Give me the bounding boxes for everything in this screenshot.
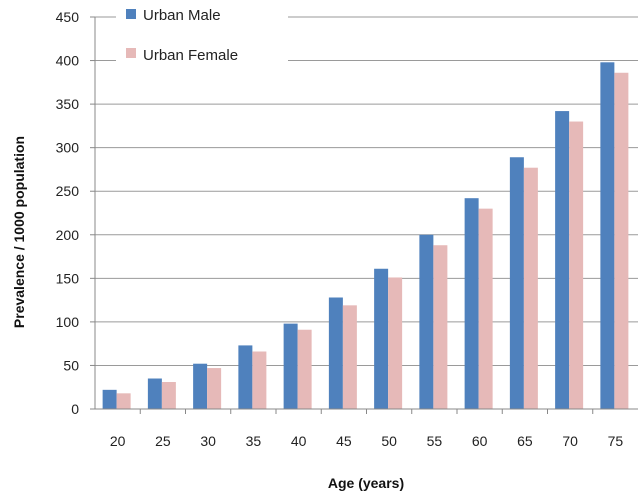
x-tick-label: 40 xyxy=(291,433,307,449)
y-tick-labels: 0 50 100 150 200 250 300 350 400 450 xyxy=(56,9,95,417)
bar-urban-female-45 xyxy=(342,305,357,409)
legend-background xyxy=(116,2,288,67)
legend-swatch-urban-male xyxy=(126,9,136,19)
bar-urban-male-75 xyxy=(600,62,615,409)
x-tick-label: 30 xyxy=(200,433,216,449)
bar-urban-male-65 xyxy=(509,157,524,409)
bar-urban-female-75 xyxy=(614,72,629,410)
x-tick-label: 50 xyxy=(381,433,397,449)
legend: Urban Male Urban Female xyxy=(116,2,288,67)
y-axis-title: Prevalence / 1000 population xyxy=(11,136,27,328)
y-tick-label: 50 xyxy=(63,357,79,373)
x-tick-label: 35 xyxy=(246,433,262,449)
bar-urban-female-60 xyxy=(478,208,493,409)
x-tick-labels: 20 25 30 35 40 45 50 55 60 65 70 75 xyxy=(110,409,624,449)
bar-urban-male-40 xyxy=(283,323,298,409)
bar-urban-male-35 xyxy=(238,345,253,409)
y-tick-label: 250 xyxy=(56,183,80,199)
bar-urban-female-50 xyxy=(388,277,403,409)
bar-urban-male-55 xyxy=(419,234,434,409)
y-tick-label: 450 xyxy=(56,9,80,25)
bar-urban-male-25 xyxy=(147,378,162,409)
y-tick-label: 200 xyxy=(56,227,80,243)
y-tick-label: 400 xyxy=(56,53,80,69)
bar-urban-female-40 xyxy=(297,329,312,409)
x-tick-label: 55 xyxy=(427,433,443,449)
y-tick-label: 150 xyxy=(56,270,80,286)
bar-urban-male-70 xyxy=(555,111,570,409)
bar-urban-female-55 xyxy=(433,245,448,409)
bar-urban-female-20 xyxy=(116,393,131,409)
legend-label-urban-male: Urban Male xyxy=(143,7,221,24)
x-axis-title: Age (years) xyxy=(328,475,404,491)
legend-swatch-urban-female xyxy=(126,48,136,58)
bar-urban-female-70 xyxy=(569,121,584,410)
bar-urban-male-60 xyxy=(464,198,479,409)
bar-urban-male-20 xyxy=(102,389,117,409)
bar-urban-male-50 xyxy=(374,268,389,409)
y-tick-label: 350 xyxy=(56,96,80,112)
x-tick-label: 25 xyxy=(155,433,171,449)
bar-urban-male-30 xyxy=(193,363,208,409)
x-tick-label: 65 xyxy=(517,433,533,449)
y-tick-label: 100 xyxy=(56,314,80,330)
bar-urban-female-35 xyxy=(252,351,267,409)
gridlines xyxy=(95,16,638,366)
y-tick-label: 300 xyxy=(56,140,80,156)
x-tick-label: 75 xyxy=(608,433,624,449)
y-tick-label: 0 xyxy=(71,401,79,417)
bar-urban-female-65 xyxy=(523,167,538,409)
x-tick-label: 20 xyxy=(110,433,126,449)
bar-urban-male-45 xyxy=(328,297,343,409)
x-tick-label: 70 xyxy=(562,433,578,449)
bar-urban-female-25 xyxy=(161,381,176,409)
x-tick-label: 45 xyxy=(336,433,352,449)
bar-urban-female-30 xyxy=(207,368,222,409)
legend-label-urban-female: Urban Female xyxy=(143,47,238,64)
x-tick-label: 60 xyxy=(472,433,488,449)
bars xyxy=(102,62,629,410)
